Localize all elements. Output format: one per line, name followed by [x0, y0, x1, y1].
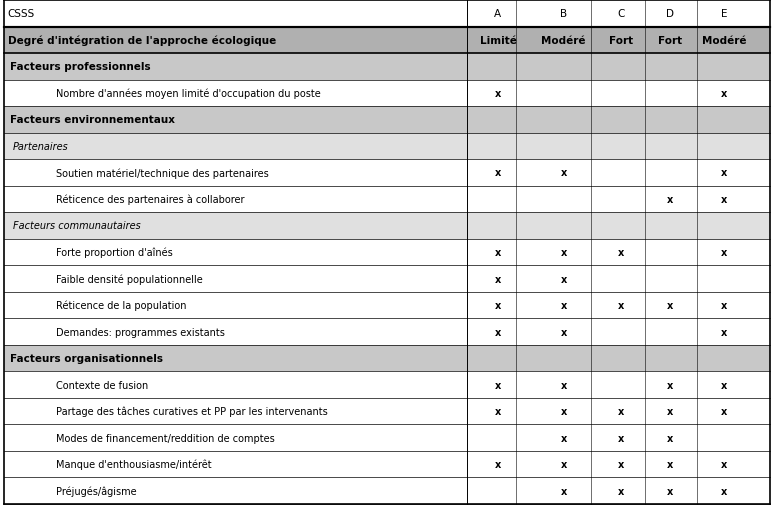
Text: x: x — [560, 247, 567, 258]
Text: x: x — [721, 486, 727, 496]
Text: x: x — [495, 459, 501, 469]
Text: x: x — [495, 407, 501, 416]
Text: Limité: Limité — [479, 36, 516, 46]
Text: x: x — [560, 300, 567, 311]
Text: Partenaires: Partenaires — [13, 141, 69, 152]
Text: Forte proportion d'aînés: Forte proportion d'aînés — [56, 247, 173, 258]
Text: x: x — [667, 459, 673, 469]
Text: x: x — [560, 380, 567, 390]
Text: x: x — [667, 300, 673, 311]
Text: x: x — [667, 194, 673, 205]
Text: Modes de financement/reddition de comptes: Modes de financement/reddition de compte… — [56, 433, 275, 443]
Text: x: x — [721, 247, 727, 258]
Text: x: x — [560, 407, 567, 416]
Text: Modéré: Modéré — [541, 36, 586, 46]
Bar — [4, 80, 770, 107]
Bar — [4, 54, 770, 80]
Text: Fort: Fort — [658, 36, 682, 46]
Text: x: x — [560, 459, 567, 469]
Bar — [4, 27, 770, 54]
Bar — [4, 425, 770, 451]
Text: Modéré: Modéré — [702, 36, 747, 46]
Text: Faible densité populationnelle: Faible densité populationnelle — [56, 274, 203, 284]
Text: Facteurs professionnels: Facteurs professionnels — [10, 62, 151, 72]
Text: x: x — [560, 168, 567, 178]
Text: x: x — [495, 274, 501, 284]
Bar — [4, 398, 770, 425]
Text: Manque d'enthousiasme/intérêt: Manque d'enthousiasme/intérêt — [56, 459, 212, 470]
Text: x: x — [560, 274, 567, 284]
Text: Réticence de la population: Réticence de la population — [56, 300, 187, 311]
Text: x: x — [495, 327, 501, 337]
Text: CSSS: CSSS — [8, 9, 35, 19]
Bar — [4, 292, 770, 319]
Text: D: D — [666, 9, 674, 19]
Text: x: x — [495, 300, 501, 311]
Text: x: x — [721, 89, 727, 98]
Text: x: x — [721, 300, 727, 311]
Bar — [4, 107, 770, 133]
Bar — [4, 345, 770, 372]
Text: x: x — [618, 486, 625, 496]
Text: x: x — [667, 407, 673, 416]
Text: x: x — [560, 486, 567, 496]
Text: x: x — [721, 194, 727, 205]
Text: Fort: Fort — [609, 36, 634, 46]
Text: x: x — [667, 380, 673, 390]
Text: E: E — [721, 9, 727, 19]
Text: Partage des tâches curatives et PP par les intervenants: Partage des tâches curatives et PP par l… — [56, 406, 328, 417]
Text: x: x — [721, 459, 727, 469]
Text: Préjugés/âgisme: Préjugés/âgisme — [56, 485, 137, 496]
Text: x: x — [618, 407, 625, 416]
Bar — [4, 451, 770, 478]
Bar — [4, 239, 770, 266]
Text: x: x — [721, 168, 727, 178]
Text: A: A — [494, 9, 502, 19]
Text: x: x — [495, 168, 501, 178]
Text: Facteurs communautaires: Facteurs communautaires — [13, 221, 141, 231]
Text: Nombre d'années moyen limité d'occupation du poste: Nombre d'années moyen limité d'occupatio… — [56, 88, 321, 99]
Text: Facteurs environnementaux: Facteurs environnementaux — [10, 115, 175, 125]
Text: Contexte de fusion: Contexte de fusion — [56, 380, 148, 390]
Bar — [4, 372, 770, 398]
Text: Réticence des partenaires à collaborer: Réticence des partenaires à collaborer — [56, 194, 245, 205]
Text: x: x — [560, 433, 567, 443]
Text: Soutien matériel/technique des partenaires: Soutien matériel/technique des partenair… — [56, 168, 269, 178]
Text: C: C — [618, 9, 625, 19]
Text: x: x — [667, 433, 673, 443]
Text: x: x — [721, 380, 727, 390]
Bar — [4, 186, 770, 213]
Text: Facteurs organisationnels: Facteurs organisationnels — [10, 354, 163, 364]
Text: Degré d'intégration de l'approche écologique: Degré d'intégration de l'approche écolog… — [8, 35, 276, 46]
Text: x: x — [560, 327, 567, 337]
Text: x: x — [495, 380, 501, 390]
Bar — [4, 266, 770, 292]
Bar — [4, 1, 770, 27]
Bar — [4, 160, 770, 186]
Text: x: x — [618, 459, 625, 469]
Text: x: x — [618, 433, 625, 443]
Text: Demandes: programmes existants: Demandes: programmes existants — [56, 327, 225, 337]
Text: B: B — [560, 9, 567, 19]
Text: x: x — [618, 300, 625, 311]
Text: x: x — [618, 247, 625, 258]
Bar — [4, 478, 770, 504]
Text: x: x — [667, 486, 673, 496]
Bar — [4, 133, 770, 160]
Bar — [4, 213, 770, 239]
Text: x: x — [721, 327, 727, 337]
Text: x: x — [495, 247, 501, 258]
Text: x: x — [721, 407, 727, 416]
Bar — [4, 319, 770, 345]
Text: x: x — [495, 89, 501, 98]
